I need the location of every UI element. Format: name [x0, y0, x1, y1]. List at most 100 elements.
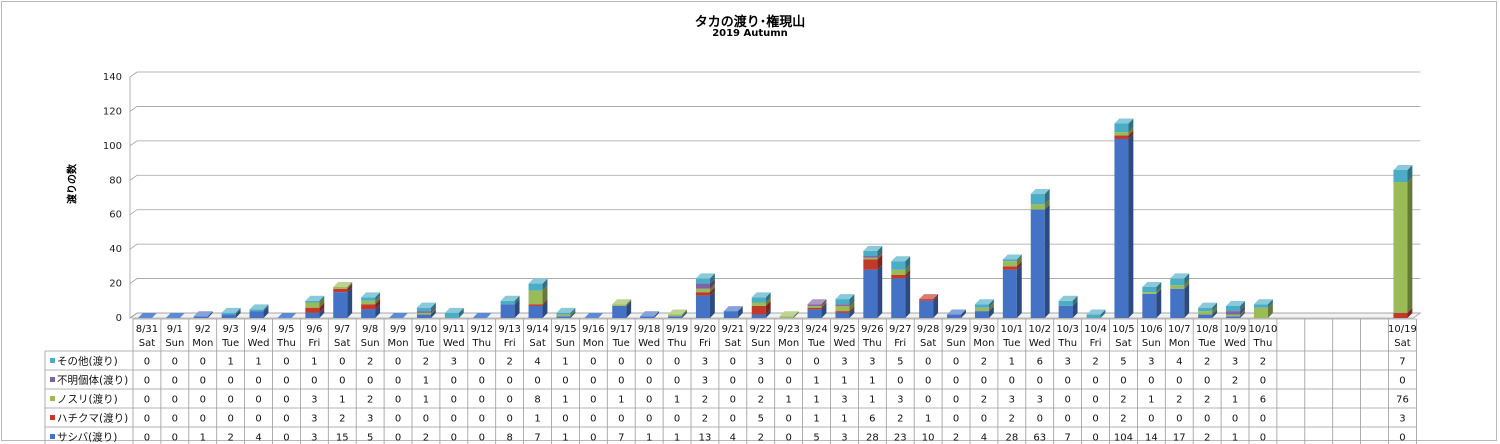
bar-segment [361, 297, 376, 301]
bar-segment [751, 297, 766, 303]
data-label: 0 [395, 395, 401, 406]
data-label: 0 [1037, 376, 1043, 387]
bar-top [528, 278, 548, 284]
data-label: 0 [1009, 376, 1015, 387]
data-label: 0 [1092, 414, 1098, 425]
bar-segment-side [877, 245, 883, 257]
bar-segment [1170, 288, 1185, 318]
bar-segment [863, 259, 878, 270]
x-tick-label: 10/7 [1168, 324, 1190, 335]
data-label: 7 [1399, 357, 1405, 368]
data-label: 0 [897, 376, 903, 387]
x-tick-weekday: Sat [334, 338, 350, 349]
data-label: 2 [1204, 433, 1210, 444]
data-label: 0 [172, 433, 178, 444]
bar-segment [1170, 285, 1185, 289]
bar-segment [305, 302, 320, 308]
bar-segment-side [1212, 302, 1218, 312]
bar-segment-side [570, 311, 576, 318]
data-label: 0 [395, 376, 401, 387]
legend-label: サシバ(渡り) [57, 431, 117, 444]
x-tick-weekday: Tue [221, 338, 239, 349]
bar-segment [640, 316, 655, 318]
data-label: 0 [925, 395, 931, 406]
data-label: 3 [367, 414, 373, 425]
bar-segment-side [961, 309, 966, 318]
gridline [129, 106, 1421, 112]
data-label: 15 [336, 433, 349, 444]
bar-segment [807, 307, 822, 310]
data-label: 3 [758, 357, 764, 368]
data-label: 76 [1396, 395, 1409, 406]
x-tick-label: 9/6 [306, 324, 322, 335]
bar-segment-side [737, 306, 743, 318]
x-tick-weekday: Thu [471, 338, 491, 349]
data-label: 0 [730, 395, 736, 406]
data-label: 0 [395, 414, 401, 425]
data-label: 0 [144, 357, 150, 368]
bar-top [556, 307, 576, 313]
data-label: 0 [730, 357, 736, 368]
bar-segment [1226, 316, 1241, 318]
data-label: 0 [590, 376, 596, 387]
bar-segment-side [514, 299, 520, 318]
data-label: 17 [1173, 433, 1186, 444]
bar-segment-side [849, 300, 855, 312]
bar-segment [444, 312, 459, 318]
bar-segment-side [626, 300, 632, 318]
data-label: 2 [367, 395, 373, 406]
bar-segment [528, 305, 543, 318]
bar-segment [919, 300, 934, 318]
bar-segment [556, 314, 571, 317]
data-label: 0 [562, 414, 568, 425]
data-label: 0 [1092, 376, 1098, 387]
data-label: 0 [451, 433, 457, 444]
x-tick-label: 10/10 [1249, 324, 1278, 335]
bar-segment-side [319, 295, 325, 303]
x-tick-label: 9/16 [582, 324, 604, 335]
bar-segment-side [347, 287, 353, 318]
bar-segment-side [319, 307, 325, 318]
data-label: 1 [813, 376, 819, 387]
data-label: 28 [1005, 433, 1018, 444]
bar-segment [1142, 292, 1157, 294]
x-tick-label: 9/27 [889, 324, 911, 335]
bar-segment [863, 269, 878, 318]
data-label: 0 [1037, 414, 1043, 425]
data-label: 0 [1260, 433, 1266, 444]
x-tick-label: 9/8 [362, 324, 378, 335]
data-label: 5 [897, 357, 903, 368]
data-label: 2 [1120, 414, 1126, 425]
data-label: 0 [506, 414, 512, 425]
data-label: 0 [255, 395, 261, 406]
data-label: 3 [869, 357, 875, 368]
x-tick-weekday: Tue [612, 338, 630, 349]
bar-segment-side [877, 254, 883, 270]
legend-label: ハチクマ(渡り) [57, 412, 128, 425]
bar-segment-side [1267, 302, 1273, 318]
data-label: 1 [674, 395, 680, 406]
bar-top [1198, 302, 1218, 308]
x-tick-weekday: Fri [699, 338, 711, 349]
legend-label: ノスリ(渡り) [57, 393, 118, 406]
gridline [129, 209, 1421, 216]
gridline [129, 174, 1421, 181]
data-label: 0 [1232, 414, 1238, 425]
data-label: 0 [1176, 414, 1182, 425]
x-tick-weekday: Fri [1090, 338, 1102, 349]
data-label: 10 [922, 433, 935, 444]
bar-segment-side [542, 278, 548, 291]
data-label: 0 [1204, 376, 1210, 387]
bar-segment-side [430, 307, 436, 315]
bar-top [444, 307, 464, 313]
data-label: 0 [1092, 433, 1098, 444]
bar-segment-side [877, 251, 883, 258]
bar-segment-side [765, 297, 771, 306]
data-label: 1 [423, 376, 429, 387]
data-label: 2 [1176, 395, 1182, 406]
data-label: 1 [813, 414, 819, 425]
y-tick-label: 140 [103, 72, 122, 83]
x-tick-label: 10/19 [1388, 324, 1417, 335]
y-tick-label: 20 [109, 279, 122, 290]
bar-segment-side [1240, 309, 1245, 317]
